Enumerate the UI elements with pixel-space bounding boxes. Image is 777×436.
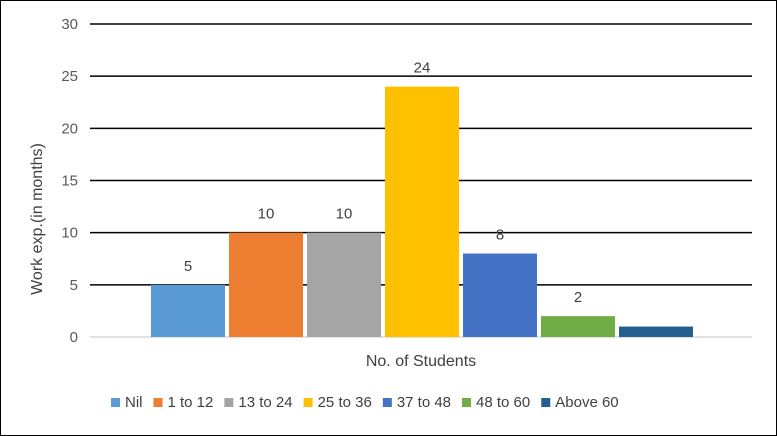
legend-swatch bbox=[111, 398, 120, 407]
y-tick-label: 5 bbox=[70, 277, 78, 294]
bars bbox=[151, 86, 693, 337]
legend-label: 25 to 36 bbox=[318, 394, 372, 411]
y-tick-label: 0 bbox=[70, 329, 78, 346]
y-tick-label: 10 bbox=[61, 225, 78, 242]
legend: Nil 1 to 12 13 to 24 25 to 36 37 to 48 48 to … bbox=[111, 394, 619, 411]
legend-label: 48 to 60 bbox=[476, 394, 530, 411]
bar-13-to-24 bbox=[307, 232, 381, 337]
legend-label: Nil bbox=[125, 394, 143, 411]
bar-48-to-60 bbox=[541, 316, 615, 337]
data-label: 10 bbox=[258, 206, 275, 223]
data-label: 10 bbox=[336, 206, 353, 223]
legend-item: 25 to 36 bbox=[303, 394, 372, 411]
y-tick-label: 30 bbox=[61, 16, 78, 33]
bar-nil bbox=[151, 284, 225, 337]
legend-swatch bbox=[303, 398, 313, 407]
data-label: 8 bbox=[496, 227, 504, 244]
legend-item: 13 to 24 bbox=[224, 394, 293, 411]
y-axis-title: Work exp.(in months) bbox=[29, 143, 46, 295]
legend-item: 48 to 60 bbox=[462, 394, 530, 411]
legend-label: 1 to 12 bbox=[168, 394, 214, 411]
legend-item: Nil bbox=[111, 394, 143, 411]
legend-swatch bbox=[382, 398, 392, 407]
bar-37-to-48 bbox=[463, 253, 537, 337]
legend-swatch bbox=[153, 398, 163, 407]
data-labels: 5 10 10 24 8 2 bbox=[184, 60, 582, 307]
legend-swatch bbox=[541, 398, 551, 407]
legend-item: 37 to 48 bbox=[382, 394, 451, 411]
legend-label: 13 to 24 bbox=[238, 394, 292, 411]
bar-25-to-36 bbox=[385, 86, 459, 337]
legend-swatch bbox=[462, 398, 472, 407]
legend-item: 1 to 12 bbox=[153, 394, 214, 411]
x-axis-title: No. of Students bbox=[366, 353, 476, 370]
y-tick-label: 25 bbox=[61, 68, 78, 85]
y-tick-label: 20 bbox=[61, 120, 78, 137]
y-tick-label: 15 bbox=[61, 173, 78, 190]
legend-label: Above 60 bbox=[555, 394, 618, 411]
bar-1-to-12 bbox=[229, 232, 303, 337]
data-label: 2 bbox=[574, 289, 582, 306]
legend-item: Above 60 bbox=[541, 394, 619, 411]
legend-swatch bbox=[224, 398, 234, 407]
legend-label: 37 to 48 bbox=[397, 394, 451, 411]
bar-above-60 bbox=[619, 326, 693, 337]
data-label: 24 bbox=[414, 60, 431, 77]
data-label: 5 bbox=[184, 258, 192, 275]
y-tick-labels: 0 5 10 15 20 25 30 bbox=[61, 16, 78, 346]
